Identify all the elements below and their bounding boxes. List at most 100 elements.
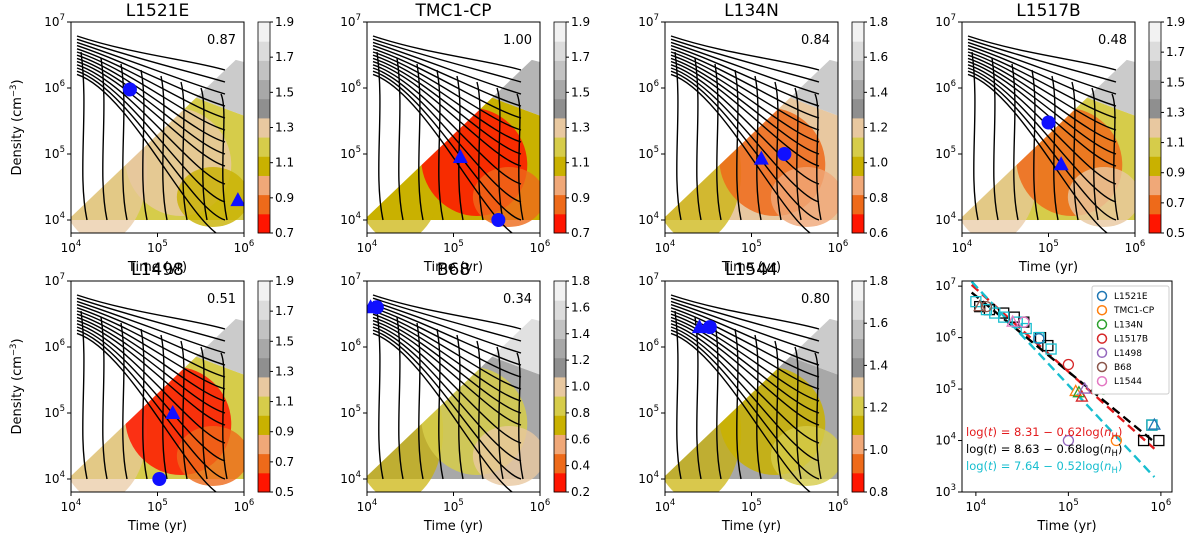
colorbar-tick-label: 1.8 (869, 15, 888, 29)
contour-line (794, 346, 802, 480)
panels: L1521E 0.87 104 105 106 Time (yr) 104 105 106 107… (9, 1, 1185, 534)
contour-line (670, 329, 820, 480)
colorbar-segment (258, 213, 270, 234)
colorbar-segment (1149, 175, 1161, 196)
contour-line (670, 38, 820, 83)
contour-line (670, 64, 820, 185)
contour-line (372, 48, 522, 119)
colorbar-tick-label: 1.8 (571, 274, 590, 288)
contour-line (76, 310, 226, 390)
heatmap-area (665, 22, 838, 233)
contour-line (670, 313, 820, 402)
colorbar-segment (554, 338, 566, 359)
contour-line (76, 300, 226, 354)
contour-line (160, 334, 168, 480)
contour-line (76, 316, 226, 414)
colorbar-tick-label: 1.4 (869, 85, 888, 99)
colour-band (176, 426, 244, 486)
contour-line (694, 316, 702, 480)
colorbar-segment (554, 300, 566, 320)
triangle-point (1078, 381, 1092, 394)
y-tick-label: 107 (935, 13, 956, 29)
x-tick-label: 106 (828, 498, 849, 514)
contour-line (1031, 69, 1039, 221)
contour-line (76, 303, 226, 366)
x-tick-label: 105 (1058, 498, 1079, 514)
colorbar-segment (554, 434, 566, 455)
circle-marker (777, 147, 792, 161)
contour-line (376, 51, 384, 221)
triangle-marker (691, 319, 707, 334)
contour-line (372, 60, 522, 167)
triangle-point (1147, 417, 1161, 430)
contour-line (100, 57, 108, 221)
contour-line (76, 48, 226, 119)
contour-line (670, 54, 820, 143)
contour-line (120, 63, 128, 221)
colorbar-tick-label: 1.5 (1166, 75, 1185, 89)
y-axis-label: Density (cm−3) (9, 79, 25, 175)
contour-line (670, 316, 820, 414)
colorbar-tick-label: 1.0 (571, 380, 590, 394)
colorbar-tick-label: 0.6 (869, 226, 888, 240)
colorbar-segment (852, 434, 864, 455)
y-tick-label: 105 (638, 145, 659, 161)
contour-line (416, 63, 424, 221)
x-tick-label: 105 (147, 498, 168, 514)
colorbar-segment (1149, 117, 1161, 138)
colorbar-segment (554, 453, 566, 474)
colorbar-tick-label: 0.2 (571, 485, 590, 499)
contour-line (967, 41, 1117, 95)
panel-title: L1521E (126, 1, 189, 21)
contour-line (76, 307, 226, 378)
empty-region (71, 22, 244, 217)
colorbar-tick-label: 1.4 (571, 327, 590, 341)
square-black (1042, 339, 1054, 352)
square-cyan (980, 303, 993, 316)
circle-marker (491, 213, 506, 227)
contour-line (674, 51, 682, 221)
colorbar-tick-label: 1.5 (275, 334, 294, 348)
circle-point (1062, 434, 1075, 447)
y-axis-label: Density (cm−3) (9, 338, 25, 434)
contour-line (754, 334, 762, 480)
colorbar-tick-label: 0.7 (1166, 196, 1185, 210)
colorbar-tick-label: 0.7 (275, 226, 294, 240)
colorbar-segment (1149, 41, 1161, 61)
heatmap-area (71, 281, 244, 492)
contour-line (1071, 81, 1079, 221)
contour-line (372, 44, 522, 107)
fit-equation: log(t) = 7.64 − 0.52log(nH) (966, 459, 1122, 476)
colorbar-segment (258, 453, 270, 474)
legend-label: B68 (1114, 363, 1132, 373)
colorbar-tick-label: 1.3 (571, 121, 590, 135)
colorbar-frame (851, 280, 865, 493)
contour-line (372, 323, 522, 444)
y-tick-label: 105 (935, 145, 956, 161)
colorbar-segment (852, 338, 864, 359)
x-axis-label: Time (yr) (721, 519, 781, 534)
triangle-point (1006, 314, 1020, 327)
triangle-marker (367, 299, 379, 314)
circle-marker (1041, 115, 1056, 130)
contour-line (372, 310, 522, 390)
triangle-marker (165, 405, 181, 419)
contour-line (76, 64, 226, 185)
panel-l1544: L1544 0.80 104 105 106 Time (yr) 104 105 106 107 0… (638, 260, 888, 534)
colorbar-segment (1149, 156, 1161, 176)
contour-line (76, 35, 226, 71)
colorbar-tick-label: 1.6 (571, 300, 590, 314)
x-tick-label: 105 (147, 239, 168, 255)
y-tick-label: 107 (935, 277, 956, 293)
contour-line (670, 57, 820, 155)
y-tick-label: 107 (340, 13, 361, 29)
square-cyan (998, 311, 1010, 323)
contour-line (372, 319, 522, 426)
contour-line (734, 69, 742, 221)
colorbar-tick-label: 1.7 (275, 304, 294, 318)
y-tick-label: 106 (935, 329, 956, 345)
contour-line (496, 346, 504, 480)
colorbar-segment (258, 60, 270, 81)
contour-line (670, 44, 820, 107)
empty-region (665, 22, 838, 217)
